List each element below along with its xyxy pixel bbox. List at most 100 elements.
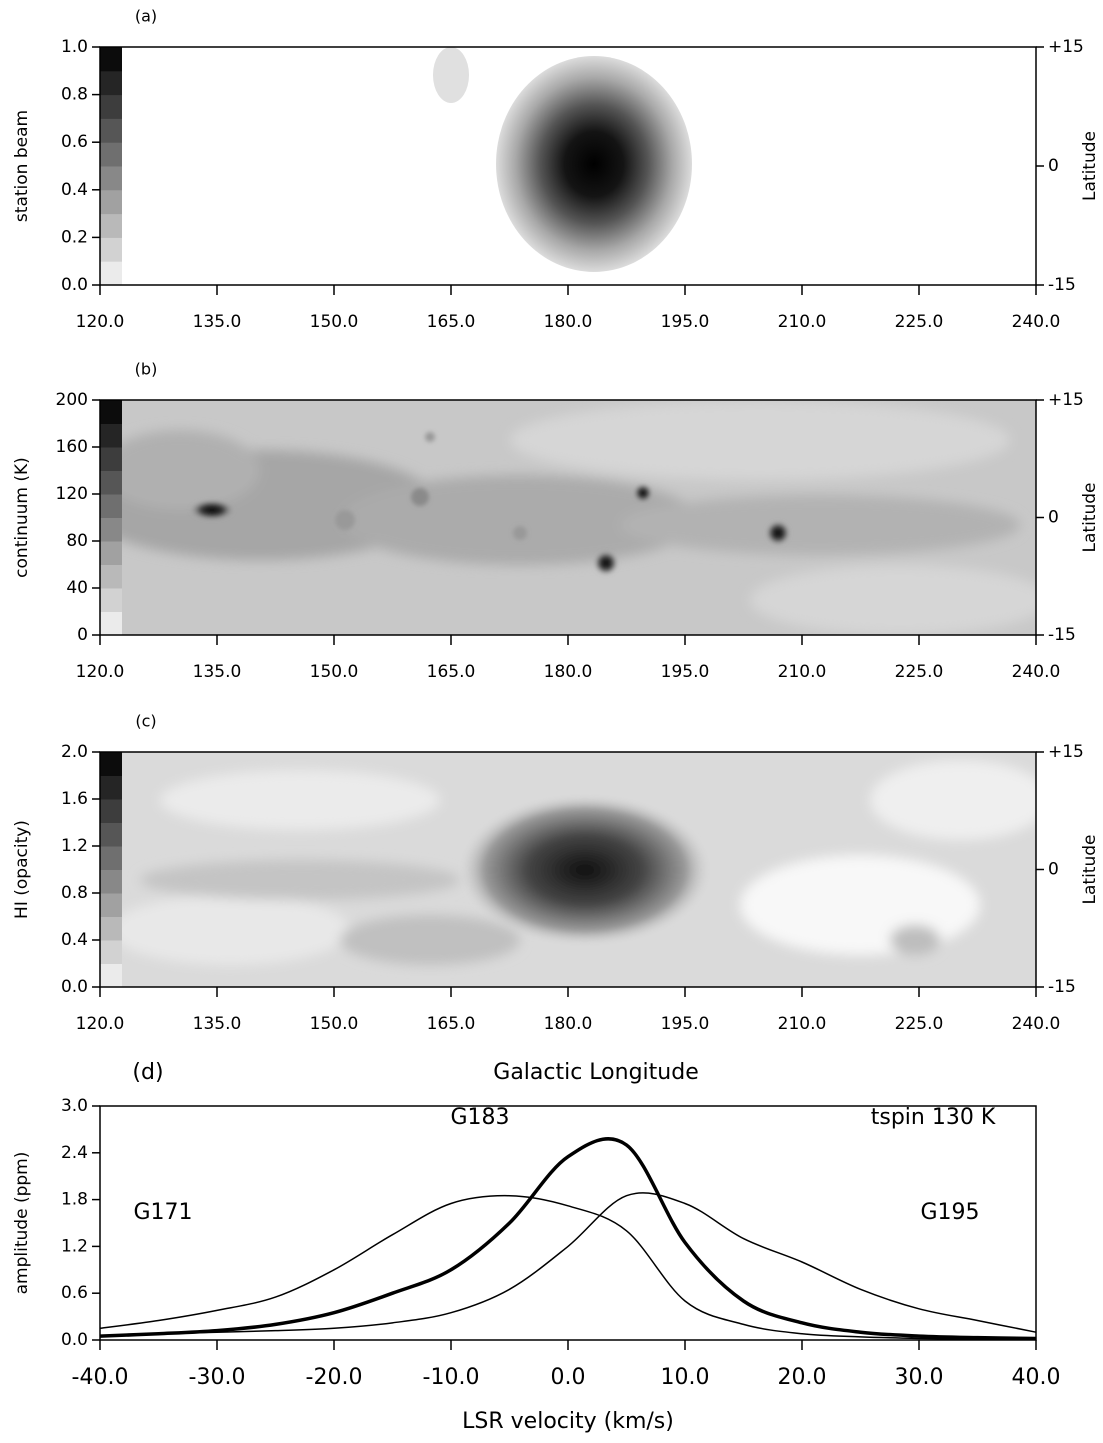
- x-axis-label: LSR velocity (km/s): [462, 1409, 674, 1434]
- y-tick-label: 3.0: [61, 1096, 88, 1116]
- panel-label: (d): [132, 1060, 163, 1085]
- x-tick-label: 10.0: [661, 1365, 710, 1390]
- y-tick-label: 0.0: [61, 977, 88, 997]
- colorbar-step: [100, 822, 122, 847]
- y-tick-label: 0.2: [61, 227, 88, 247]
- x-tick-label: 225.0: [895, 662, 944, 682]
- x-tick-label: 195.0: [661, 1014, 710, 1034]
- y2-tick-label: +15: [1048, 390, 1084, 410]
- series-line: [99, 1192, 1037, 1337]
- series-line: [99, 1137, 1037, 1341]
- series-label: G171: [133, 1200, 192, 1225]
- series-line: [99, 1194, 1037, 1341]
- x-tick-label: -40.0: [72, 1365, 129, 1390]
- plot-frame: [99, 1105, 1037, 1341]
- x-tick-label: 135.0: [193, 312, 242, 332]
- colorbar-step: [100, 963, 122, 988]
- y2-tick-label: -15: [1048, 625, 1076, 645]
- x-tick-label: 240.0: [1012, 662, 1061, 682]
- colorbar-step: [100, 261, 122, 286]
- y2-tick-label: 0: [1048, 860, 1059, 880]
- colorbar-step: [100, 611, 122, 636]
- y-tick-label: 2.4: [61, 1143, 88, 1163]
- y-tick-label: 0.4: [61, 930, 88, 950]
- panel-label: (a): [135, 7, 157, 26]
- y-tick-label: 120: [56, 484, 88, 504]
- colorbar-step: [100, 541, 122, 565]
- colorbar-step: [100, 588, 122, 612]
- x-tick-label: 210.0: [778, 1014, 827, 1034]
- y-tick-label: 200: [56, 390, 88, 410]
- x-tick-label: 225.0: [895, 312, 944, 332]
- y-axis-label: continuum (K): [12, 457, 32, 578]
- x-tick-label: 135.0: [193, 662, 242, 682]
- y-tick-label: 160: [56, 437, 88, 457]
- x-tick-label: 210.0: [778, 662, 827, 682]
- y2-tick-label: +15: [1048, 742, 1084, 762]
- colorbar-step: [100, 869, 122, 894]
- y-tick-label: 0.6: [61, 132, 88, 152]
- colorbar-step: [100, 400, 122, 424]
- x-tick-label: -20.0: [306, 1365, 363, 1390]
- x-tick-label: 195.0: [661, 312, 710, 332]
- series-label: G195: [920, 1200, 979, 1225]
- y-tick-label: 1.6: [61, 789, 88, 809]
- y-tick-label: 0.8: [61, 883, 88, 903]
- colorbar-step: [100, 118, 122, 143]
- y2-tick-label: 0: [1048, 156, 1059, 176]
- colorbar-step: [100, 799, 122, 823]
- x-tick-label: 195.0: [661, 662, 710, 682]
- y-tick-label: 80: [66, 531, 88, 551]
- y-tick-label: 0.0: [61, 1330, 88, 1350]
- y2-tick-label: +15: [1048, 37, 1084, 57]
- x-tick-label: 225.0: [895, 1014, 944, 1034]
- y2-axis-label: Latitude: [1080, 483, 1100, 553]
- colorbar-step: [100, 213, 122, 238]
- x-tick-label: 40.0: [1012, 1365, 1061, 1390]
- colorbar-step: [100, 846, 122, 870]
- y2-axis-label: Latitude: [1080, 131, 1100, 201]
- x-tick-label: 240.0: [1012, 1014, 1061, 1034]
- y-axis-label: station beam: [12, 110, 32, 222]
- x-tick-label: -10.0: [423, 1365, 480, 1390]
- y-tick-label: 0: [77, 625, 88, 645]
- colorbar-step: [100, 166, 122, 191]
- x-tick-label: 210.0: [778, 312, 827, 332]
- x-tick-label: 135.0: [193, 1014, 242, 1034]
- x-tick-label: 30.0: [895, 1365, 944, 1390]
- colorbar-step: [100, 470, 122, 495]
- map-image: [100, 752, 1036, 987]
- x-tick-label: 165.0: [427, 662, 476, 682]
- colorbar-step: [100, 517, 122, 542]
- colorbar-step: [100, 423, 122, 448]
- x-tick-label: 120.0: [76, 662, 125, 682]
- colorbar-step: [100, 47, 122, 72]
- colorbar-step: [100, 893, 122, 917]
- x-tick-label: -30.0: [189, 1365, 246, 1390]
- colorbar-step: [100, 916, 122, 941]
- y-tick-label: 1.2: [61, 1236, 88, 1256]
- y-tick-label: 0.8: [61, 85, 88, 105]
- x-tick-label: 165.0: [427, 1014, 476, 1034]
- y-tick-label: 0.0: [61, 275, 88, 295]
- y-tick-label: 1.8: [61, 1190, 88, 1210]
- y2-tick-label: 0: [1048, 508, 1059, 528]
- series-label: G183: [450, 1105, 509, 1130]
- y-tick-label: 0.6: [61, 1283, 88, 1303]
- panel-label: (b): [135, 360, 158, 379]
- colorbar-step: [100, 189, 122, 215]
- colorbar-step: [100, 775, 122, 800]
- y-tick-label: 40: [66, 578, 88, 598]
- colorbar-step: [100, 752, 122, 776]
- map-image: [100, 400, 1036, 635]
- y2-tick-label: -15: [1048, 275, 1076, 295]
- colorbar-step: [100, 564, 122, 589]
- x-tick-label: 180.0: [544, 1014, 593, 1034]
- map-image: [433, 47, 692, 272]
- colorbar-step: [100, 237, 122, 262]
- colorbar-step: [100, 70, 122, 96]
- x-tick-label: 0.0: [551, 1365, 586, 1390]
- colorbar-step: [100, 94, 122, 119]
- colorbar-step: [100, 494, 122, 518]
